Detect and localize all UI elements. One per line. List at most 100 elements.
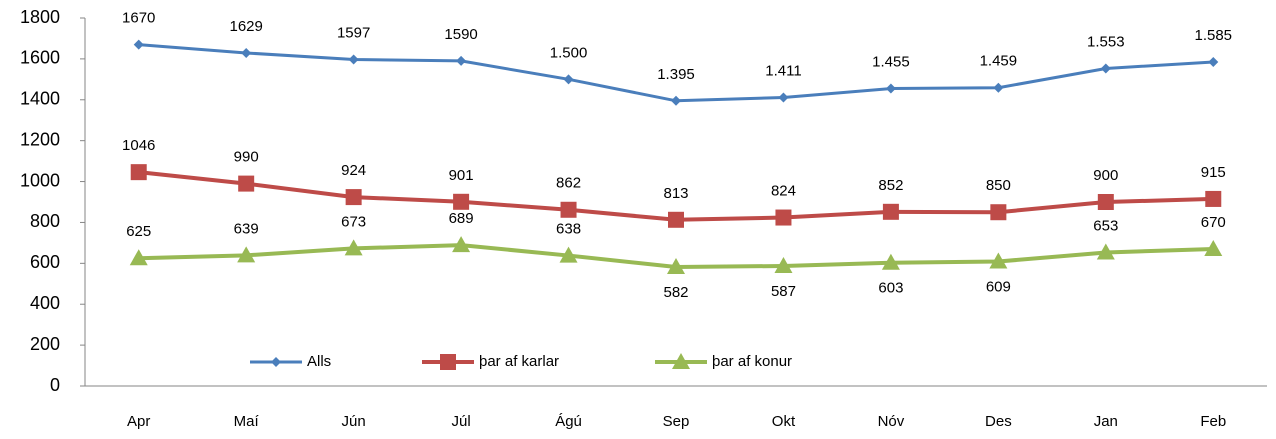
series: 1046 990 924 901 862 813 824 852 850 900 915: [122, 137, 1226, 228]
data-label: 1.395: [657, 66, 695, 83]
marker: [130, 164, 147, 181]
data-label: 689: [449, 210, 474, 227]
x-tick-label: Júl: [451, 413, 470, 430]
x-tick-label: Jún: [342, 413, 366, 430]
marker: [452, 236, 471, 253]
marker: [133, 39, 144, 50]
marker: [1208, 56, 1219, 67]
y-tick-label: 1800: [20, 7, 60, 27]
data-label: 852: [878, 177, 903, 194]
x-tick-label: Des: [985, 413, 1012, 430]
marker: [671, 95, 681, 106]
x-tick-label: Jan: [1094, 413, 1118, 430]
data-label: 1629: [229, 18, 262, 35]
marker: [129, 249, 148, 266]
data-label: 1046: [122, 137, 155, 154]
data-label: 901: [449, 167, 474, 184]
data-label: 1.459: [980, 53, 1018, 70]
data-label: 924: [341, 162, 366, 179]
marker: [440, 354, 456, 370]
data-label: 1590: [444, 26, 477, 43]
marker: [990, 204, 1007, 221]
legend-label: þar af konur: [712, 353, 792, 370]
marker: [271, 357, 281, 367]
x-tick-label: Sep: [663, 413, 690, 430]
marker: [456, 55, 467, 66]
marker: [778, 92, 789, 103]
marker: [453, 193, 470, 210]
y-tick-label: 400: [30, 293, 60, 313]
marker: [1204, 240, 1223, 257]
data-label: 1597: [337, 24, 370, 41]
data-label: 582: [663, 284, 688, 301]
marker: [989, 252, 1008, 269]
data-label: 862: [556, 175, 581, 192]
data-label: 639: [234, 220, 259, 237]
marker: [563, 74, 574, 85]
marker: [238, 175, 255, 192]
data-label: 850: [986, 177, 1011, 194]
data-label: 653: [1093, 217, 1118, 234]
x-tick-label: Feb: [1200, 413, 1226, 430]
marker: [1205, 190, 1222, 207]
series: 625 639 673 689 638 582 587 603 609 653 670: [126, 210, 1226, 301]
data-label: 670: [1201, 214, 1226, 231]
data-label: 900: [1093, 167, 1118, 184]
data-label: 625: [126, 223, 151, 240]
marker: [774, 256, 793, 273]
marker: [672, 353, 690, 369]
x-tick-label: Ágú: [555, 413, 582, 430]
data-label: 603: [878, 280, 903, 297]
series: 1670 1629 1597 1590 1.500 1.395 1.411 1.455 1.45…: [122, 10, 1232, 106]
marker: [881, 253, 900, 270]
data-label: 1670: [122, 10, 155, 27]
marker: [667, 258, 685, 275]
data-label: 609: [986, 278, 1011, 295]
x-tick-label: Maí: [234, 413, 260, 430]
data-label: 638: [556, 221, 581, 238]
y-tick-label: 1200: [20, 129, 60, 149]
marker: [237, 246, 256, 263]
marker: [241, 47, 252, 58]
marker: [559, 246, 578, 263]
legend-item: þar af konur: [655, 353, 792, 370]
data-label: 1.585: [1194, 27, 1232, 44]
data-label: 587: [771, 283, 796, 300]
legend-label: Alls: [307, 353, 331, 370]
marker: [882, 203, 899, 220]
data-label: 1.553: [1087, 33, 1125, 50]
y-tick-label: 1600: [20, 48, 60, 68]
data-label: 813: [663, 185, 688, 202]
marker: [345, 189, 362, 206]
y-tick-label: 1000: [20, 170, 60, 190]
data-label: 990: [234, 149, 259, 166]
legend-label: þar af karlar: [479, 353, 559, 370]
x-tick-label: Okt: [772, 413, 796, 430]
y-tick-label: 0: [50, 375, 60, 395]
marker: [1097, 194, 1114, 210]
data-label: 915: [1201, 164, 1226, 181]
marker: [775, 209, 792, 226]
x-tick-label: Apr: [127, 413, 150, 430]
data-label: 824: [771, 183, 796, 200]
y-tick-label: 1400: [20, 89, 60, 109]
data-label: 1.500: [550, 44, 588, 61]
data-label: 673: [341, 213, 366, 230]
y-tick-label: 600: [30, 252, 60, 272]
data-label: 1.455: [872, 54, 910, 71]
marker: [1096, 243, 1115, 260]
marker: [348, 54, 359, 65]
x-tick-label: Nóv: [878, 413, 905, 430]
marker: [1100, 63, 1111, 74]
legend-item: Alls: [250, 353, 331, 370]
data-label: 1.411: [765, 62, 801, 79]
marker: [885, 83, 896, 94]
y-tick-label: 200: [30, 334, 60, 354]
marker: [668, 211, 684, 228]
marker: [993, 82, 1004, 93]
marker: [560, 201, 577, 218]
marker: [344, 239, 363, 256]
y-tick-label: 800: [30, 211, 60, 231]
legend-item: þar af karlar: [422, 353, 559, 370]
